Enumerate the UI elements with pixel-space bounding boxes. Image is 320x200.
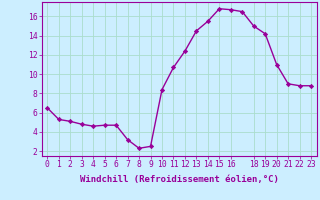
X-axis label: Windchill (Refroidissement éolien,°C): Windchill (Refroidissement éolien,°C) <box>80 175 279 184</box>
